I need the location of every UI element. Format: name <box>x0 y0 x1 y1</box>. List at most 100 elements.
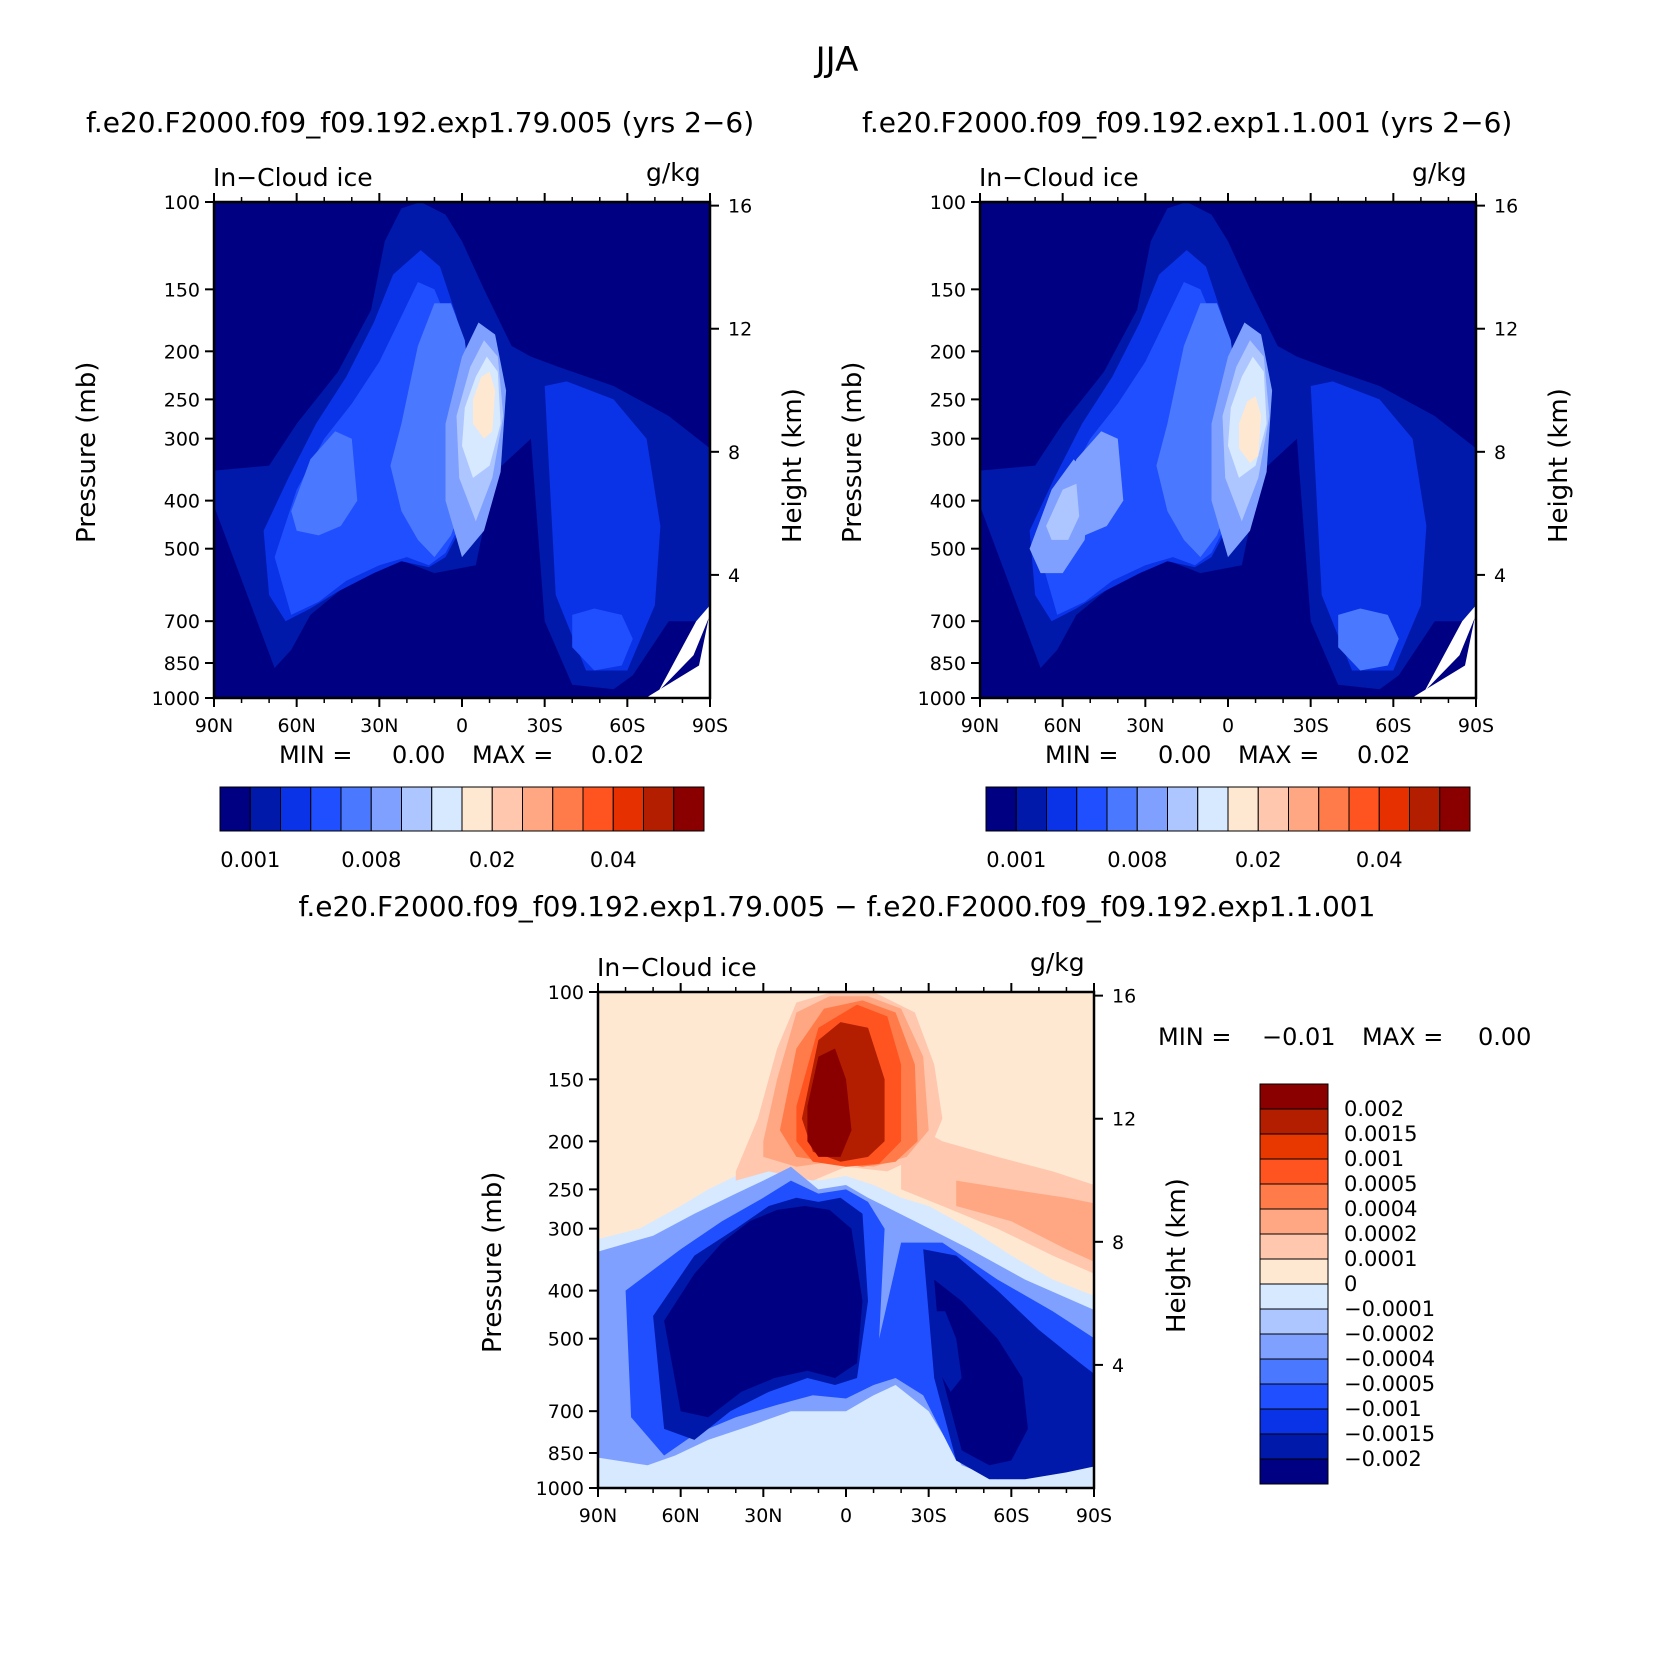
diff-neg-notch <box>928 1311 962 1392</box>
diff-htick-label: 8 <box>1112 1232 1124 1254</box>
diff-htick-label: 4 <box>1112 1355 1124 1377</box>
left-colorbar-box <box>612 786 644 832</box>
right-colorbar-box <box>1227 786 1259 832</box>
right-max-value: 0.02 <box>1357 741 1411 769</box>
right-colorbar-box <box>1378 786 1410 832</box>
diff-colorbar-label: 0 <box>1344 1272 1357 1296</box>
diff-colorbar-label: −0.0004 <box>1344 1347 1435 1371</box>
diff-ytick-label: 200 <box>548 1131 584 1153</box>
diff-units-label: g/kg <box>1030 948 1085 977</box>
left-colorbar-box <box>643 786 675 832</box>
left-colorbar-box <box>249 786 281 832</box>
diff-colorbar-label: 0.002 <box>1344 1097 1404 1121</box>
diff-colorbar-box <box>1259 1233 1329 1260</box>
right-level-3b <box>1338 608 1399 671</box>
diff-min-value: −0.01 <box>1262 1023 1336 1051</box>
diff-ytick-label: 250 <box>548 1179 584 1201</box>
left-xtick-label: 90S <box>692 715 728 737</box>
left-colorbar-label: 0.02 <box>469 848 516 872</box>
left-htick-label: 4 <box>728 565 740 587</box>
right-colorbar-box <box>1136 786 1168 832</box>
right-variable-label: In−Cloud ice <box>979 163 1139 192</box>
right-htick-label: 4 <box>1494 565 1506 587</box>
left-colorbar-box <box>552 786 584 832</box>
diff-xtick-label: 60N <box>661 1505 699 1527</box>
right-min-label: MIN = <box>1045 741 1119 769</box>
diff-pos-sh-2 <box>956 1180 1094 1262</box>
diff-xtick-label: 30S <box>911 1505 947 1527</box>
right-level-nh2 <box>1046 483 1080 540</box>
right-colorbar-label: 0.008 <box>1107 848 1167 872</box>
left-colorbar-box <box>340 786 372 832</box>
left-level-8 <box>473 371 496 439</box>
right-xtick-label: 90N <box>961 715 999 737</box>
left-xtick-label: 30S <box>527 715 563 737</box>
diff-colorbar-label: −0.0015 <box>1344 1422 1435 1446</box>
main-title: JJA <box>815 40 859 80</box>
left-variable-label: In−Cloud ice <box>213 163 373 192</box>
diff-ytick-label: 300 <box>548 1219 584 1241</box>
diff-colorbar-box <box>1259 1458 1329 1485</box>
diff-ylabel: Pressure (mb) <box>478 1171 508 1353</box>
diff-neg-5 <box>934 1279 1028 1466</box>
right-ytick-label: 150 <box>930 279 966 301</box>
left-contours <box>214 202 710 698</box>
diff-xtick-label: 30N <box>744 1505 782 1527</box>
right-htick-label: 12 <box>1494 319 1518 341</box>
right-ytick-label: 100 <box>930 192 966 214</box>
right-xtick-label: 60N <box>1043 715 1081 737</box>
right-colorbar-box <box>985 786 1017 832</box>
diff-colorbar-label: 0.0001 <box>1344 1247 1417 1271</box>
left-colorbar-box <box>582 786 614 832</box>
diff-colorbar-label: 0.0002 <box>1344 1222 1417 1246</box>
right-colorbar-box <box>1015 786 1047 832</box>
left-colorbar-box <box>219 786 251 832</box>
right-ytick-label: 300 <box>930 429 966 451</box>
right-colorbar-box <box>1076 786 1108 832</box>
left-ytick-label: 150 <box>164 279 200 301</box>
diff-xtick-label: 90S <box>1076 1505 1112 1527</box>
diff-colorbar-box <box>1259 1133 1329 1160</box>
right-colorbar-box <box>1288 786 1320 832</box>
diff-colorbar-label: −0.0005 <box>1344 1372 1435 1396</box>
left-level-3b <box>572 608 633 671</box>
left-ytick-label: 100 <box>164 192 200 214</box>
diff-ytick-label: 1000 <box>536 1478 584 1500</box>
right-xtick-label: 30S <box>1293 715 1329 737</box>
left-htick-label: 12 <box>728 319 752 341</box>
diff-xtick-label: 0 <box>840 1505 852 1527</box>
diff-ytick-label: 100 <box>548 982 584 1004</box>
right-colorbar-label: 0.001 <box>986 848 1046 872</box>
diff-htick-label: 12 <box>1112 1109 1136 1131</box>
diff-max-label: MAX = <box>1362 1023 1444 1051</box>
left-xtick-label: 60S <box>609 715 645 737</box>
left-level-2b <box>544 381 661 671</box>
right-ytick-label: 1000 <box>918 688 966 710</box>
left-colorbar-box <box>401 786 433 832</box>
left-max-label: MAX = <box>472 741 554 769</box>
diff-colorbar-box <box>1259 1433 1329 1460</box>
diff-contours <box>598 992 1094 1488</box>
diff-colorbar-label: −0.0002 <box>1344 1322 1435 1346</box>
right-panel-title: f.e20.F2000.f09_f09.192.exp1.1.001 (yrs … <box>862 106 1513 139</box>
left-htick-label: 16 <box>728 196 752 218</box>
left-min-label: MIN = <box>279 741 353 769</box>
right-colorbar-label: 0.02 <box>1235 848 1282 872</box>
right-ytick-label: 700 <box>930 611 966 633</box>
left-colorbar-box <box>491 786 523 832</box>
left-xtick-label: 60N <box>277 715 315 737</box>
left-level-4b <box>291 431 358 536</box>
left-ytick-label: 300 <box>164 429 200 451</box>
right-xtick-label: 30N <box>1126 715 1164 737</box>
right-colorbar-box <box>1318 786 1350 832</box>
diff-ytick-label: 700 <box>548 1401 584 1423</box>
right-colorbar-box <box>1046 786 1078 832</box>
right-htick-label: 16 <box>1494 196 1518 218</box>
left-colorbar-label: 0.008 <box>341 848 401 872</box>
right-colorbar-box <box>1106 786 1138 832</box>
left-ytick-label: 1000 <box>152 688 200 710</box>
left-colorbar-label: 0.04 <box>590 848 637 872</box>
right-units-label: g/kg <box>1412 158 1467 187</box>
